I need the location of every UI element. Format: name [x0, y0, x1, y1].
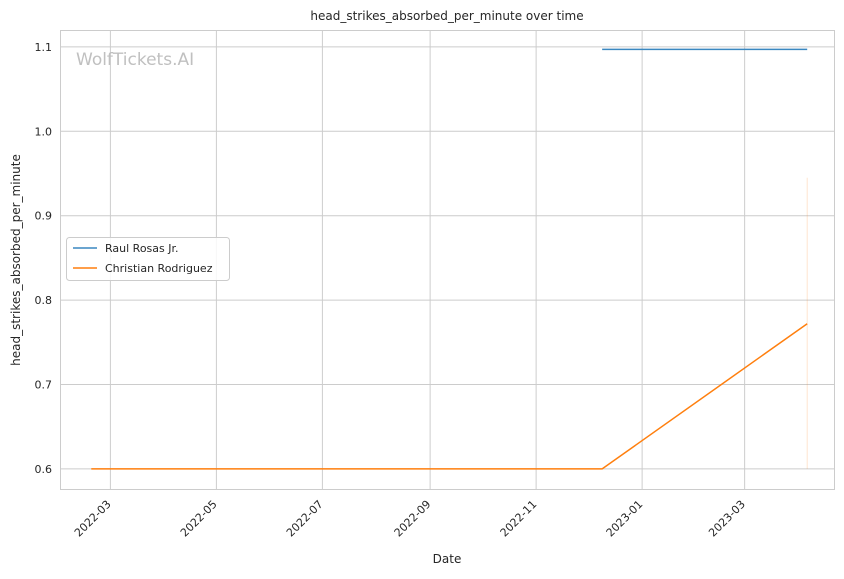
legend: Raul Rosas Jr. Christian Rodriguez: [66, 237, 230, 281]
y-tick-label: 0.8: [35, 294, 53, 307]
x-axis-label: Date: [433, 552, 462, 566]
y-tick-label: 1.0: [35, 125, 53, 138]
y-tick-label: 0.7: [35, 378, 53, 391]
grid: [60, 30, 835, 490]
x-tick-label: 2022-07: [284, 498, 326, 540]
x-tick-label: 2022-09: [392, 498, 434, 540]
legend-label-christian: Christian Rodriguez: [105, 262, 213, 275]
x-tick-label: 2022-11: [498, 498, 540, 540]
x-tick-label: 2022-05: [178, 498, 220, 540]
legend-label-raul: Raul Rosas Jr.: [105, 242, 179, 255]
x-tick-label: 2023-03: [706, 498, 748, 540]
legend-box: [66, 237, 230, 281]
plot-frame: [60, 30, 835, 490]
y-tick-label: 0.9: [35, 210, 53, 223]
y-tick-label: 1.1: [35, 41, 53, 54]
series-line-1: [91, 323, 808, 470]
y-tick-label: 0.6: [35, 463, 53, 476]
x-tick-label: 2023-01: [604, 498, 646, 540]
chart-title: head_strikes_absorbed_per_minute over ti…: [310, 9, 583, 23]
watermark: WolfTickets.AI: [76, 50, 194, 70]
x-tick-label: 2022-03: [72, 498, 114, 540]
y-axis-label: head_strikes_absorbed_per_minute: [9, 154, 23, 366]
